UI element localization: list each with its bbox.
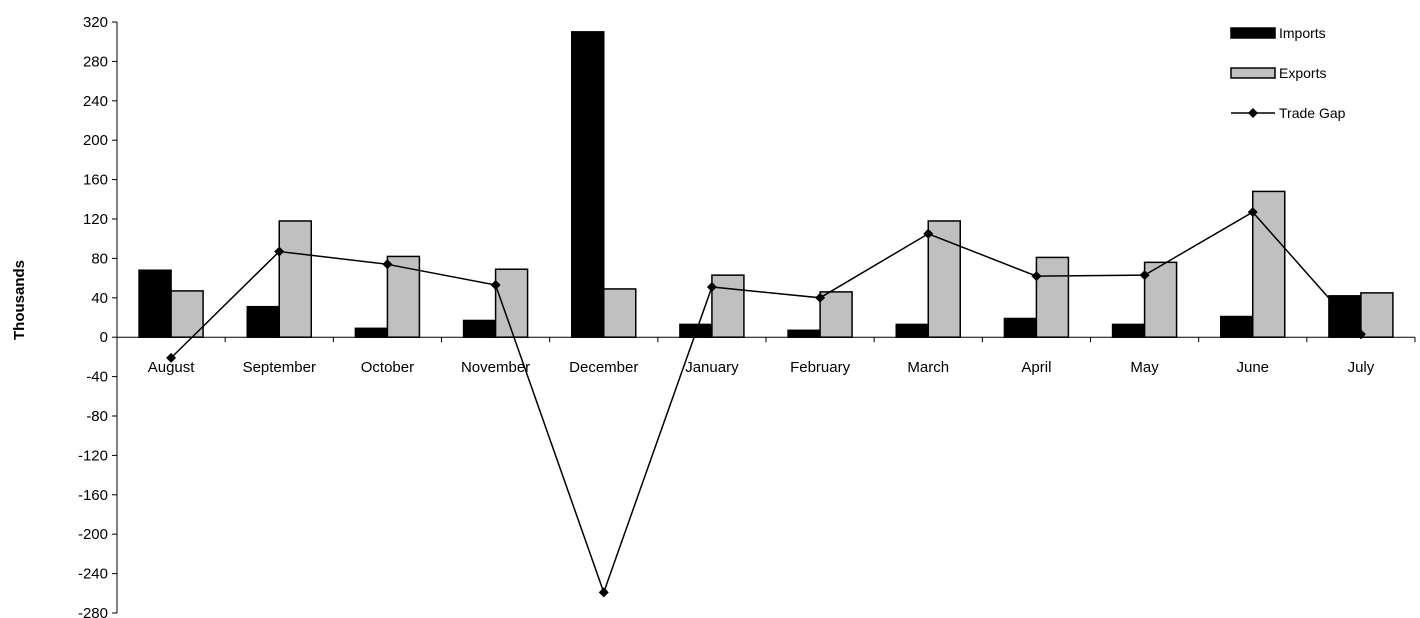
x-tick-label: February xyxy=(790,359,851,376)
y-tick-label: 320 xyxy=(83,14,108,31)
trade-gap-marker xyxy=(166,352,177,363)
trade-gap-marker xyxy=(815,292,826,303)
x-tick-label: January xyxy=(685,359,739,376)
exports-bar xyxy=(711,274,745,338)
y-tick-label: 0 xyxy=(100,329,108,346)
legend-label: Imports xyxy=(1279,25,1326,41)
x-tick-label: March xyxy=(907,359,949,376)
exports-bar xyxy=(386,255,421,338)
x-tick-label: October xyxy=(361,359,414,376)
trade-gap-marker xyxy=(1139,270,1150,281)
imports-bar xyxy=(1003,317,1038,338)
imports-bar xyxy=(354,327,389,338)
exports-bar xyxy=(1360,292,1394,338)
x-tick-label: November xyxy=(461,359,530,376)
exports-bar xyxy=(927,220,961,338)
y-tick-label: 200 xyxy=(83,132,108,149)
x-tick-label: September xyxy=(243,359,316,376)
imports-bar xyxy=(1328,295,1362,338)
trade-gap-line xyxy=(170,211,1362,595)
y-tick-label: -120 xyxy=(78,447,108,464)
exports-bar xyxy=(819,291,853,338)
exports-bar xyxy=(170,290,204,338)
trade-gap-marker xyxy=(923,228,934,239)
x-tick-label: May xyxy=(1130,359,1159,376)
imports-bar xyxy=(787,329,821,338)
imports-bar xyxy=(895,323,929,338)
y-tick-label: 80 xyxy=(91,250,108,267)
exports-bar xyxy=(494,268,529,338)
trade-gap-marker xyxy=(382,259,393,270)
legend: Imports Exports Trade Gap xyxy=(1230,25,1346,121)
y-axis-title: Thousands xyxy=(11,260,28,340)
trade-gap-marker xyxy=(1031,271,1042,282)
trade-gap-marker xyxy=(1247,207,1258,218)
x-tick-label: August xyxy=(148,359,196,376)
imports-bar xyxy=(1111,323,1146,338)
trade-gap-marker xyxy=(1355,329,1366,340)
exports-bar xyxy=(278,220,312,338)
y-tick-label: -40 xyxy=(86,369,108,386)
imports-bar xyxy=(138,269,172,338)
imports-bar xyxy=(246,305,280,338)
y-tick-label: -80 xyxy=(86,408,108,425)
imports-bar xyxy=(462,319,497,338)
exports-bar xyxy=(603,288,637,338)
y-tick-label: 120 xyxy=(83,211,108,228)
legend-marker-trade-gap xyxy=(1248,108,1258,118)
x-tick-label: April xyxy=(1021,359,1051,376)
y-tick-label: -240 xyxy=(78,566,108,583)
x-tick-label: June xyxy=(1236,359,1269,376)
y-tick-label: 40 xyxy=(91,290,108,307)
trade-gap-marker xyxy=(706,281,717,292)
y-tick-label: 280 xyxy=(83,53,108,70)
y-tick-label: 240 xyxy=(83,93,108,110)
x-tick-label: December xyxy=(569,359,638,376)
trade-gap-marker xyxy=(598,587,609,598)
y-tick-label: -160 xyxy=(78,487,108,504)
y-tick-label: -200 xyxy=(78,526,108,543)
exports-bar xyxy=(1143,261,1178,338)
exports-bar xyxy=(1252,190,1286,338)
legend-label: Exports xyxy=(1279,65,1326,81)
x-tick-label: July xyxy=(1348,359,1375,376)
plot-area: 320 280 240 200 160 120 80 40 0 -40 -80 -120 -160 -20… xyxy=(78,14,1416,618)
exports-bar xyxy=(1035,256,1070,338)
trade-gap-marker xyxy=(490,279,501,290)
imports-bar xyxy=(1220,315,1254,338)
legend-swatch-imports xyxy=(1230,27,1276,39)
legend-swatch-exports xyxy=(1230,67,1276,79)
trade-gap-marker xyxy=(274,246,285,257)
y-tick-label: -280 xyxy=(78,605,108,618)
legend-label: Trade Gap xyxy=(1279,105,1346,121)
imports-bar xyxy=(571,31,605,338)
y-tick-label: 160 xyxy=(83,172,108,189)
